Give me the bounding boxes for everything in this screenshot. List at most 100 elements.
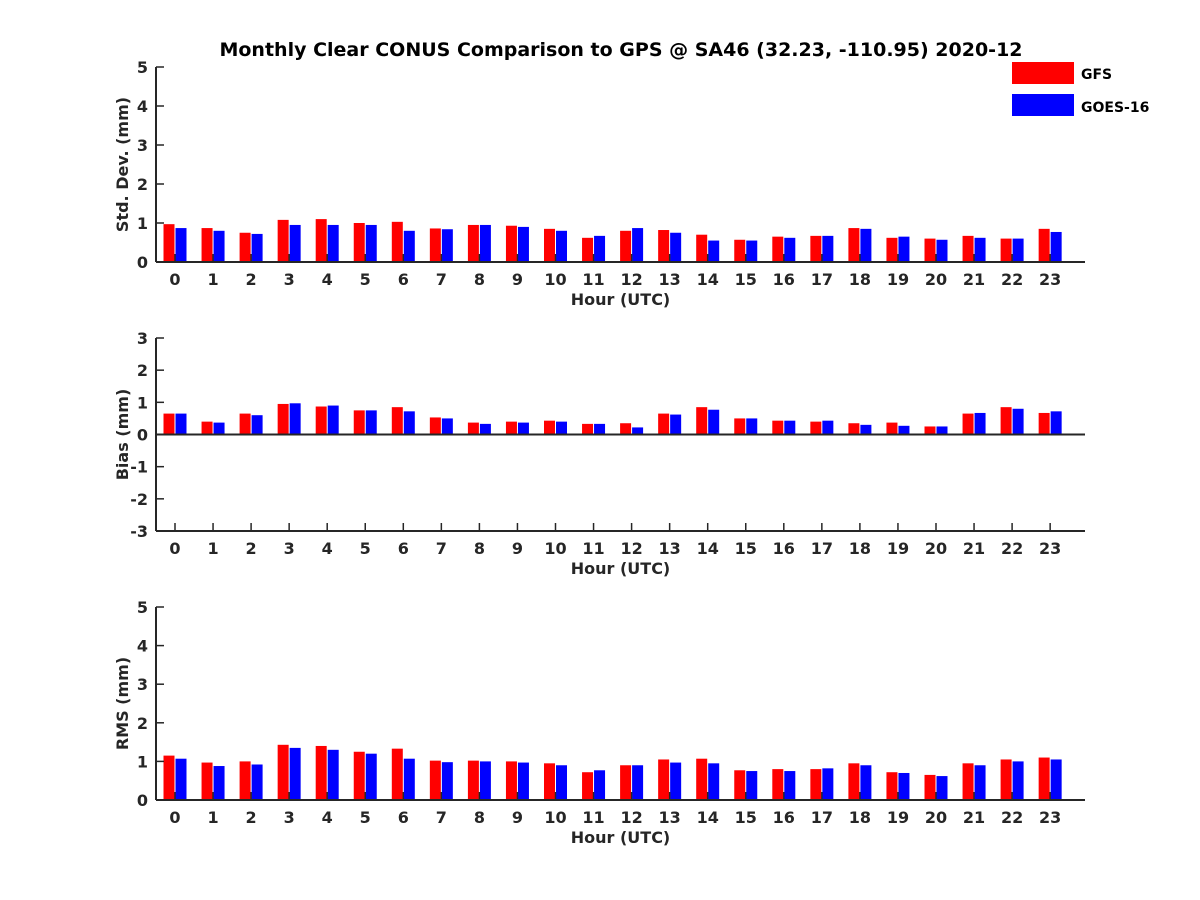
std-dev-x-tick-label: 10 (544, 270, 566, 289)
bias-bar-gfs-6 (391, 407, 403, 435)
bias-bar-gfs-15 (734, 418, 746, 435)
bias-bar-gfs-11 (582, 423, 594, 435)
std-dev-bar-goes16-16 (784, 237, 796, 262)
bias-bar-gfs-17 (810, 421, 822, 435)
rms-bar-gfs-4 (315, 745, 327, 800)
rms-x-tick-label: 15 (735, 808, 757, 827)
rms-bar-gfs-21 (962, 763, 974, 800)
std-dev-bar-gfs-18 (848, 228, 860, 262)
rms-x-tick-label: 10 (544, 808, 566, 827)
rms-y-tick-label: 0 (137, 791, 148, 810)
legend-swatch-goes16 (1012, 94, 1074, 116)
bias-bar-goes16-12 (632, 427, 644, 435)
figure-title: Monthly Clear CONUS Comparison to GPS @ … (219, 39, 1022, 61)
bias-y-tick-label: 0 (137, 426, 148, 445)
bias-x-tick-label: 21 (963, 539, 985, 558)
std-dev-bar-gfs-0 (163, 224, 175, 262)
bias-bar-goes16-6 (403, 411, 415, 435)
bias-bar-goes16-1 (213, 422, 225, 435)
bias-x-tick-label: 13 (659, 539, 681, 558)
rms-x-tick-label: 18 (849, 808, 871, 827)
rms-bar-gfs-14 (696, 758, 708, 800)
std-dev-x-tick-label: 23 (1039, 270, 1061, 289)
std-dev-x-tick-label: 22 (1001, 270, 1023, 289)
rms-bar-goes16-8 (479, 761, 491, 800)
bias-bar-gfs-23 (1038, 412, 1050, 435)
bias-bar-goes16-20 (936, 426, 948, 435)
std-dev-bar-gfs-9 (505, 225, 517, 262)
rms-bar-gfs-1 (201, 762, 213, 800)
legend-label-gfs: GFS (1081, 67, 1112, 83)
bias-bar-goes16-15 (746, 418, 758, 435)
rms-bar-gfs-9 (505, 761, 517, 800)
bias-bar-goes16-18 (860, 424, 872, 435)
std-dev-bar-gfs-10 (544, 228, 555, 262)
bias-x-tick-label: 4 (322, 539, 333, 558)
bias-bar-goes16-11 (594, 423, 606, 435)
rms-bar-goes16-11 (594, 770, 606, 800)
rms-bar-goes16-1 (213, 766, 225, 800)
bias-x-tick-label: 9 (512, 539, 523, 558)
legend: GFS GOES-16 (1012, 62, 1149, 116)
std-dev-bar-goes16-12 (632, 228, 644, 262)
bias-bar-gfs-4 (315, 406, 327, 435)
rms-bar-gfs-16 (772, 769, 784, 800)
std-dev-x-tick-label: 5 (360, 270, 371, 289)
std-dev-bar-gfs-17 (810, 235, 822, 262)
rms-bar-gfs-17 (810, 769, 822, 800)
bias-bar-gfs-5 (353, 410, 365, 435)
rms-bar-goes16-18 (860, 765, 872, 800)
std-dev-bar-goes16-22 (1012, 238, 1024, 262)
bias-x-tick-label: 22 (1001, 539, 1023, 558)
rms-x-axis-label: Hour (UTC) (571, 828, 671, 847)
rms-y-tick-label: 1 (137, 752, 148, 771)
std-dev-bar-goes16-3 (289, 224, 301, 262)
rms-x-tick-label: 16 (773, 808, 795, 827)
std-dev-x-tick-label: 18 (849, 270, 871, 289)
rms-bar-goes16-0 (175, 758, 187, 800)
std-dev-x-tick-label: 3 (284, 270, 295, 289)
rms-y-tick-label: 5 (137, 598, 148, 617)
std-dev-bar-goes16-23 (1050, 231, 1062, 262)
bias-bar-goes16-5 (365, 410, 377, 435)
rms-x-tick-label: 13 (659, 808, 681, 827)
std-dev-bar-goes16-2 (251, 233, 263, 262)
bias-x-tick-label: 6 (398, 539, 409, 558)
rms-bar-goes16-5 (365, 753, 377, 800)
std-dev-x-tick-label: 7 (436, 270, 447, 289)
std-dev-x-tick-label: 14 (697, 270, 719, 289)
std-dev-bar-goes16-15 (746, 240, 758, 262)
rms-x-tick-label: 5 (360, 808, 371, 827)
legend-label-goes16: GOES-16 (1081, 100, 1149, 116)
bias-x-tick-label: 8 (474, 539, 485, 558)
rms-x-tick-label: 23 (1039, 808, 1061, 827)
rms-bar-gfs-0 (163, 755, 175, 800)
rms-bar-goes16-10 (556, 765, 567, 800)
rms-x-tick-label: 8 (474, 808, 485, 827)
std-dev-y-tick-label: 0 (137, 253, 148, 272)
rms-y-tick-label: 2 (137, 714, 148, 733)
std-dev-x-tick-label: 13 (659, 270, 681, 289)
rms-bar-goes16-7 (441, 762, 453, 800)
std-dev-bar-gfs-21 (962, 235, 974, 262)
bias-bar-goes16-17 (822, 420, 834, 435)
rms-bar-goes16-22 (1012, 761, 1024, 800)
bias-bar-goes16-19 (898, 425, 910, 435)
std-dev-bar-gfs-16 (772, 236, 784, 262)
std-dev-bar-goes16-17 (822, 235, 834, 262)
std-dev-bar-goes16-10 (556, 230, 567, 262)
rms-x-tick-label: 3 (284, 808, 295, 827)
bias-x-tick-label: 16 (773, 539, 795, 558)
bias-bar-gfs-22 (1000, 407, 1012, 435)
rms-x-tick-label: 12 (620, 808, 642, 827)
rms-bar-gfs-23 (1038, 757, 1050, 800)
bias-y-tick-label: 1 (137, 393, 148, 412)
std-dev-bar-gfs-5 (353, 223, 365, 262)
std-dev-bar-gfs-8 (467, 224, 479, 262)
bias-y-tick-label: 2 (137, 361, 148, 380)
rms-bar-gfs-10 (544, 763, 555, 800)
bias-x-tick-label: 12 (620, 539, 642, 558)
std-dev-x-tick-label: 17 (811, 270, 833, 289)
rms-bar-gfs-12 (620, 765, 632, 800)
